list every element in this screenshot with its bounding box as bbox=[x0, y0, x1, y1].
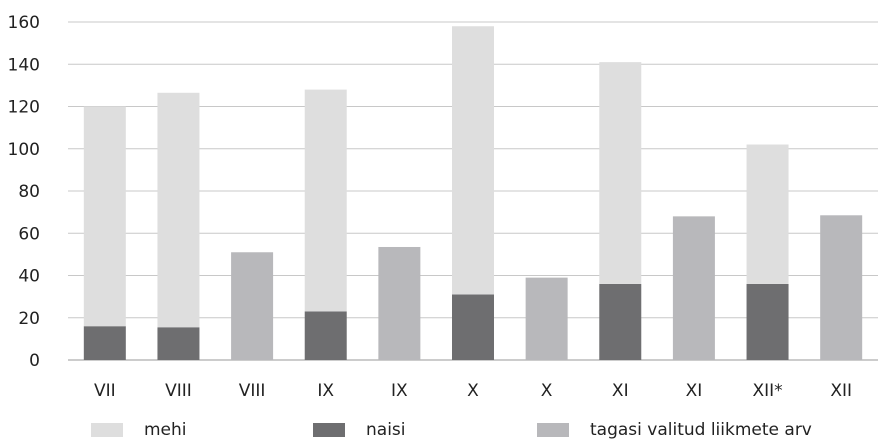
bar-naisi-3 bbox=[304, 311, 347, 360]
legend-label-tagasi: tagasi valitud liikmete arv bbox=[590, 420, 812, 440]
bar-mehi-1 bbox=[157, 92, 200, 328]
bar-mehi-0 bbox=[83, 106, 126, 327]
x-tick-label: VIII bbox=[165, 381, 192, 401]
bar-mehi-9 bbox=[746, 144, 789, 284]
y-tick-label: 40 bbox=[18, 267, 40, 287]
x-tick-label: XI bbox=[686, 381, 703, 401]
x-tick-label: X bbox=[467, 381, 479, 401]
y-tick-label: 80 bbox=[18, 182, 40, 202]
x-tick-label: IX bbox=[317, 381, 334, 401]
bar-tagasi-2 bbox=[231, 252, 274, 360]
y-tick-label: 20 bbox=[18, 309, 40, 329]
y-tick-label: 160 bbox=[8, 13, 40, 33]
x-tick-label: XII* bbox=[752, 381, 782, 401]
bar-mehi-3 bbox=[304, 89, 347, 312]
x-tick-label: XI bbox=[612, 381, 629, 401]
bar-tagasi-8 bbox=[672, 216, 715, 360]
bar-tagasi-10 bbox=[820, 215, 863, 360]
legend-label-mehi: mehi bbox=[144, 420, 187, 440]
y-tick-label: 100 bbox=[8, 140, 40, 160]
bar-naisi-0 bbox=[83, 326, 126, 360]
bar-mehi-7 bbox=[599, 62, 642, 284]
legend-swatch-naisi bbox=[313, 423, 345, 437]
legend-swatch-mehi bbox=[91, 423, 123, 437]
x-axis-tick-labels: VII VIII VIII IX IX X X XI XI XII* XII bbox=[94, 381, 852, 401]
y-axis-tick-labels: 0 20 40 60 80 100 120 140 160 bbox=[8, 13, 40, 371]
legend-label-naisi: naisi bbox=[366, 420, 406, 440]
bar-chart: 0 20 40 60 80 100 120 140 160 VII VIII VIII IX IX X X X… bbox=[8, 13, 878, 401]
bar-naisi-1 bbox=[157, 327, 200, 360]
x-tick-label: VIII bbox=[239, 381, 266, 401]
bar-naisi-7 bbox=[599, 283, 642, 360]
x-tick-label: X bbox=[541, 381, 553, 401]
y-tick-label: 140 bbox=[8, 55, 40, 75]
legend-item-tagasi: tagasi valitud liikmete arv bbox=[537, 420, 812, 440]
legend: mehi naisi tagasi valitud liikmete arv bbox=[0, 420, 883, 444]
bar-tagasi-6 bbox=[525, 277, 568, 360]
bar-mehi-5 bbox=[452, 26, 494, 295]
legend-swatch-tagasi bbox=[537, 423, 569, 437]
bar-naisi-9 bbox=[746, 283, 789, 360]
bar-tagasi-4 bbox=[378, 246, 421, 360]
y-tick-label: 0 bbox=[29, 351, 40, 371]
legend-item-mehi: mehi bbox=[91, 420, 187, 440]
bars bbox=[83, 26, 863, 360]
y-tick-label: 60 bbox=[18, 224, 40, 244]
bar-naisi-5 bbox=[452, 294, 494, 360]
x-tick-label: VII bbox=[94, 381, 116, 401]
y-tick-label: 120 bbox=[8, 98, 40, 118]
x-tick-label: IX bbox=[391, 381, 408, 401]
x-tick-label: XII bbox=[830, 381, 852, 401]
legend-item-naisi: naisi bbox=[313, 420, 406, 440]
